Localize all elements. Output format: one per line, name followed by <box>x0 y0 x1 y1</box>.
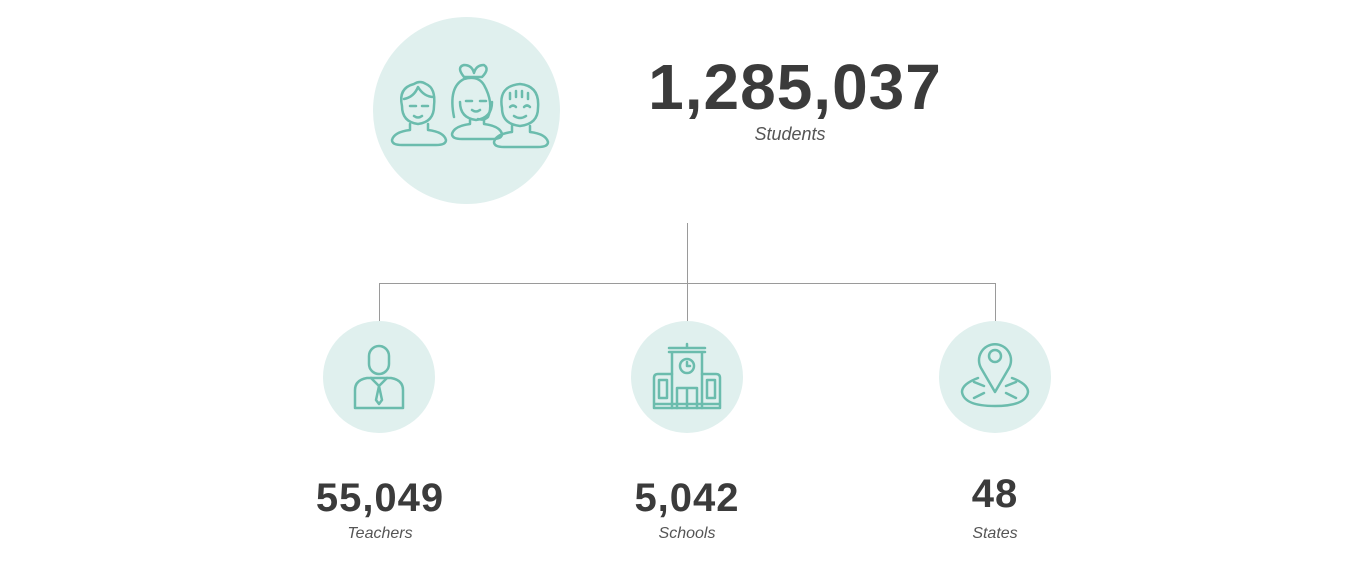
states-icon-circle <box>939 321 1051 433</box>
students-icon <box>390 63 549 148</box>
students-count: 1,285,037 <box>648 51 942 123</box>
states-count: 48 <box>971 472 1019 516</box>
schools-label: Schools <box>658 525 716 542</box>
connector-teachers <box>379 283 380 321</box>
teacher-icon-circle <box>323 321 435 433</box>
schools-count: 5,042 <box>634 476 740 520</box>
teacher-icon <box>353 344 405 410</box>
students-label: Students <box>754 124 826 144</box>
teachers-label: Teachers <box>347 525 413 542</box>
school-icon <box>652 342 722 410</box>
school-icon-circle <box>631 321 743 433</box>
map-pin-icon <box>960 343 1030 408</box>
connector-branch <box>379 283 996 284</box>
connector-states <box>995 283 996 321</box>
states-label: States <box>972 525 1018 542</box>
teachers-count: 55,049 <box>315 476 445 520</box>
connector-trunk <box>687 223 688 321</box>
students-icon-circle <box>373 17 560 204</box>
